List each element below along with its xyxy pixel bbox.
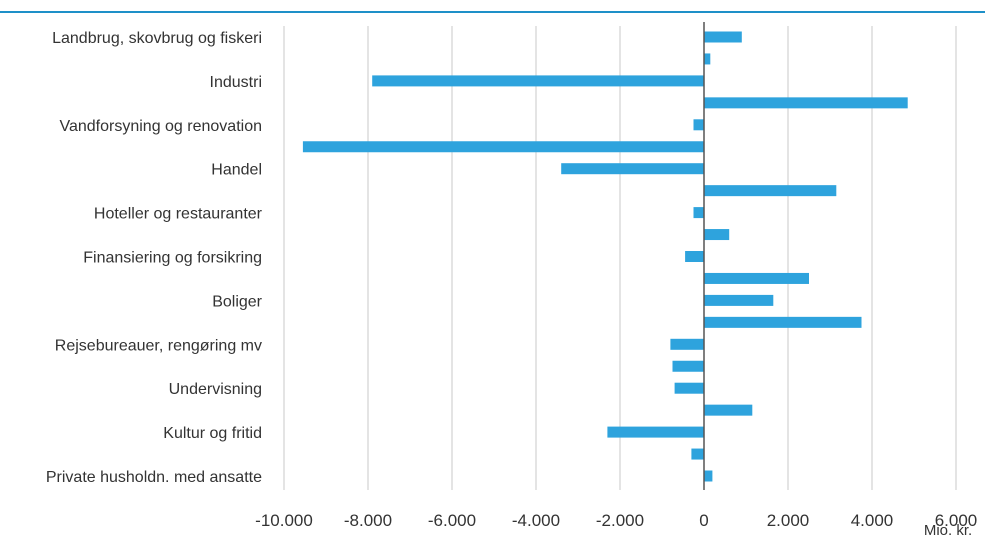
bar (693, 119, 704, 131)
bar (561, 163, 704, 175)
x-tick-label: 2.000 (767, 511, 810, 530)
x-tick-label: -2.000 (596, 511, 644, 530)
bar (607, 426, 704, 438)
bar (670, 338, 704, 350)
category-label: Kultur og fritid (163, 425, 262, 442)
bar (704, 97, 908, 109)
bar (704, 31, 742, 43)
category-label: Landbrug, skovbrug og fiskeri (52, 30, 262, 47)
category-label: Boliger (212, 293, 262, 310)
category-label: Handel (211, 162, 262, 179)
bar (704, 404, 753, 416)
bar (672, 360, 704, 372)
category-label: Hoteller og restauranter (94, 206, 263, 223)
bar (693, 207, 704, 219)
category-label: Undervisning (169, 381, 262, 398)
bar (704, 316, 862, 328)
bar (704, 272, 809, 284)
x-tick-label: -10.000 (255, 511, 313, 530)
x-axis-unit-label: Mio. kr. (924, 522, 972, 538)
x-tick-label: 4.000 (851, 511, 894, 530)
bar (674, 382, 704, 394)
bar (704, 470, 713, 482)
bar (704, 294, 774, 306)
bar (685, 251, 704, 262)
x-tick-label: -6.000 (428, 511, 476, 530)
bar (691, 448, 704, 460)
bar (372, 75, 704, 87)
category-labels: Landbrug, skovbrug og fiskeri Industri Van… (46, 30, 263, 486)
x-tick-label: -4.000 (512, 511, 560, 530)
category-label: Rejsebureauer, rengøring mv (55, 337, 262, 354)
bar (302, 141, 704, 153)
x-tick-labels: -10.000 -8.000 -6.000 -4.000 -2.000 0 2.000 4.0… (255, 511, 977, 530)
bars (302, 31, 908, 482)
category-label: Private husholdn. med ansatte (46, 469, 262, 486)
category-label: Finansiering og forsikring (83, 250, 262, 267)
category-label: Vandforsyning og renovation (59, 118, 262, 135)
x-tick-label: -8.000 (344, 511, 392, 530)
bar (704, 53, 711, 65)
bar (704, 185, 837, 197)
grid-lines (283, 26, 957, 490)
bar (704, 229, 730, 241)
x-tick-label: 0 (699, 511, 708, 530)
x-tick-label: 6.000 (935, 511, 978, 530)
category-label: Industri (210, 74, 262, 91)
